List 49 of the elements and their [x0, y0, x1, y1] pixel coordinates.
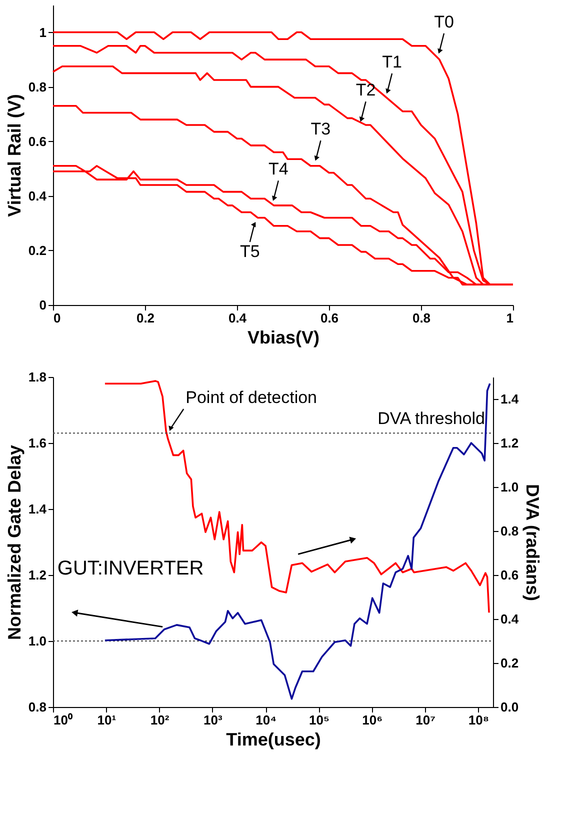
- annotation: T1: [382, 52, 402, 72]
- x-tick-label: 10⁴: [256, 712, 277, 728]
- x-tick-label: 10²: [150, 712, 170, 728]
- y2-tick-label: 0.4: [500, 612, 520, 626]
- annotation: T5: [240, 242, 260, 261]
- y-axis-title: Normalized Gate Delay: [4, 444, 24, 640]
- y-tick-label: 0.8: [28, 700, 46, 714]
- y2-tick-label: 1.2: [500, 436, 519, 450]
- ref-line-label: DVA threshold: [378, 409, 485, 428]
- y-tick-label: 1.8: [28, 370, 46, 384]
- x-axis-title: Time(usec): [226, 730, 321, 750]
- y2-tick-label: 0.2: [500, 656, 519, 670]
- x-tick-label: 0.6: [320, 310, 339, 326]
- x-tick-label: 10¹: [97, 712, 116, 728]
- y-tick-label: 1.0: [28, 634, 46, 648]
- x-tick-label: 10⁵: [308, 712, 330, 728]
- annotation: T4: [268, 160, 288, 179]
- y-tick-label: 1.2: [28, 568, 46, 582]
- y-tick-label: 0.6: [28, 134, 46, 149]
- x-tick-label: 10⁷: [416, 712, 436, 728]
- y-axis-title: Virtual Rail (V): [4, 94, 24, 217]
- x-tick-label: 0.2: [136, 310, 155, 326]
- x-tick-label: 0.4: [228, 310, 248, 326]
- annotation: GUT:INVERTER: [57, 557, 204, 580]
- y-tick-label: 0.8: [28, 79, 46, 94]
- y-tick-label: 0.4: [28, 188, 48, 204]
- x-tick-label: 1: [506, 310, 514, 326]
- x-tick-label: 0.8: [412, 310, 431, 326]
- x-axis-title: Vbias(V): [247, 328, 320, 348]
- y2-tick-label: 0.0: [500, 700, 519, 714]
- x-tick-label: 10⁰: [54, 712, 73, 728]
- annotation: Point of detection: [186, 388, 318, 408]
- x-tick-label: 10⁶: [362, 712, 383, 728]
- y2-tick-label: 1.0: [500, 480, 519, 494]
- y2-tick-label: 0.8: [500, 524, 519, 538]
- y2-tick-label: 0.6: [500, 568, 519, 582]
- x-tick-label: 10³: [204, 712, 224, 728]
- y-tick-label: 1: [39, 24, 46, 40]
- annotation: T0: [434, 12, 454, 32]
- annotation: T2: [356, 80, 376, 100]
- y-tick-label: 0.2: [28, 242, 46, 258]
- y-tick-label: 0: [39, 298, 46, 312]
- y2-tick-label: 1.4: [500, 392, 520, 406]
- x-tick-label: 0: [54, 310, 61, 326]
- annotation: T3: [310, 120, 331, 139]
- y-tick-label: 1.6: [28, 436, 46, 450]
- x-tick-label: 10⁸: [468, 712, 489, 728]
- y-tick-label: 1.4: [28, 502, 48, 516]
- y2-axis-title: DVA (radians): [522, 484, 543, 602]
